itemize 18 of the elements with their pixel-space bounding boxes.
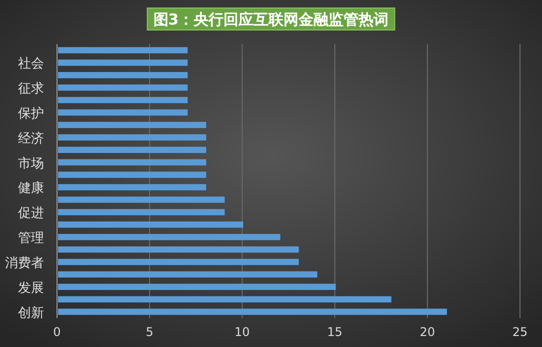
y-tick-label: 征求 bbox=[18, 82, 44, 97]
chart-title: 图3：央行回应互联网金融监管热词 bbox=[153, 10, 389, 28]
x-tick-label: 25 bbox=[512, 325, 528, 339]
y-tick-label: 健康 bbox=[18, 181, 44, 196]
y-tick-label: 管理 bbox=[18, 231, 44, 246]
x-tick-label: 5 bbox=[146, 325, 154, 339]
y-tick-label: 社会 bbox=[18, 56, 44, 72]
y-tick-label: 发展 bbox=[18, 280, 44, 296]
y-tick-label: 市场 bbox=[18, 156, 44, 172]
x-tick-label: 15 bbox=[327, 325, 342, 339]
x-tick-label: 10 bbox=[234, 325, 250, 339]
x-tick-label: 0 bbox=[53, 325, 61, 339]
y-tick-label: 创新 bbox=[18, 306, 44, 321]
x-tick-label: 20 bbox=[420, 325, 436, 339]
y-tick-label: 保护 bbox=[18, 106, 44, 122]
y-tick-label: 促进 bbox=[18, 206, 44, 222]
y-tick-label: 经济 bbox=[18, 131, 44, 146]
y-tick-label: 消费者 bbox=[5, 256, 44, 271]
